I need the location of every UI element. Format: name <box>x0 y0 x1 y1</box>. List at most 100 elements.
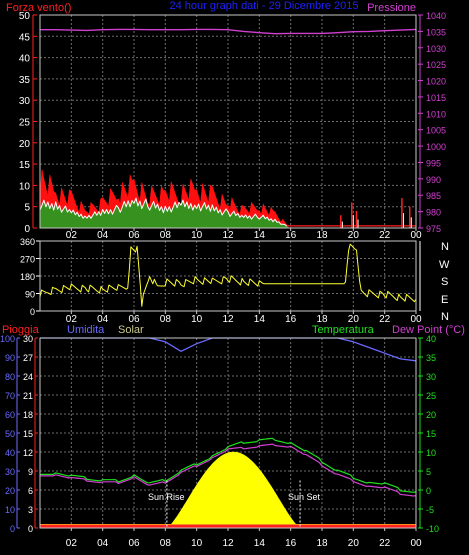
dewpoint-label: Dew Point (°C) <box>392 324 465 336</box>
pressure-ytick-label: 1040 <box>426 11 446 21</box>
panel3-xtick-label: 00 <box>410 538 422 549</box>
wind-average-area <box>40 198 416 228</box>
temperature-ytick-label: 10 <box>426 448 436 458</box>
direction-ytick-label: 270 <box>20 255 35 265</box>
rain-ytick-label: 27 <box>23 353 33 363</box>
rain-ytick-label: 6 <box>28 486 33 496</box>
rain-ytick-label: 18 <box>23 410 33 420</box>
rain-bar-highlight <box>40 524 416 525</box>
temperature-ytick-label: 35 <box>426 353 436 363</box>
humidity-ytick-label: 0 <box>10 524 15 534</box>
panel2-xtick-label: 02 <box>66 314 78 325</box>
direction-ytick-label: 180 <box>20 272 35 282</box>
panel1-xtick-label: 00 <box>410 230 422 241</box>
pressure-axis-title: Pressione <box>367 2 416 14</box>
wind-ytick-label: 50 <box>19 11 31 22</box>
panel2-xtick-label: 14 <box>254 314 266 325</box>
pressure-ytick-label: 985 <box>426 191 441 201</box>
wind-ytick-label: 15 <box>19 160 31 171</box>
pressure-ytick-label: 990 <box>426 175 441 185</box>
rain-label: Pioggia <box>2 324 40 336</box>
temperature-ytick-label: 25 <box>426 391 436 401</box>
temperature-label: Temperatura <box>312 324 375 336</box>
pressure-ytick-label: 975 <box>426 224 441 234</box>
rain-ytick-label: 30 <box>23 334 33 344</box>
sun-set-label: Sun Set <box>288 492 321 502</box>
wind-ytick-label: 25 <box>19 118 31 129</box>
panel3-xtick-label: 16 <box>285 538 297 549</box>
humidity-ytick-label: 50 <box>5 429 15 439</box>
temperature-ytick-label: 5 <box>426 467 431 477</box>
humidity-ytick-label: 30 <box>5 467 15 477</box>
panel3-xtick-label: 22 <box>379 538 391 549</box>
solar-area <box>166 451 301 529</box>
panel3-xtick-label: 20 <box>348 538 360 549</box>
temperature-ytick-label: 0 <box>426 486 431 496</box>
direction-ytick-label: 90 <box>25 290 35 300</box>
sun-rise-label: Sun Rise <box>148 492 185 502</box>
temperature-ytick-label: 40 <box>426 334 436 344</box>
pressure-ytick-label: 1000 <box>426 142 446 152</box>
humidity-ytick-label: 70 <box>5 391 15 401</box>
humidity-ytick-label: 80 <box>5 372 15 382</box>
rain-ytick-label: 21 <box>23 391 33 401</box>
panel2-xtick-label: 10 <box>191 314 203 325</box>
panel3-xtick-label: 10 <box>191 538 203 549</box>
wind-ytick-label: 30 <box>19 96 31 107</box>
compass-label-w: W <box>439 259 450 271</box>
panel2-xtick-label: 06 <box>128 314 140 325</box>
pressure-ytick-label: 995 <box>426 158 441 168</box>
wind-ytick-label: 40 <box>19 54 31 65</box>
chart-marks: 0510152025303540455097598098599099510001… <box>0 11 446 549</box>
temperature-ytick-label: 15 <box>426 429 436 439</box>
temperature-ytick-label: -10 <box>426 524 439 534</box>
panel1-xtick-label: 16 <box>285 230 297 241</box>
direction-ytick-label: 0 <box>30 307 35 317</box>
pressure-ytick-label: 1015 <box>426 93 446 103</box>
pressure-line <box>40 28 417 35</box>
pressure-ytick-label: 1020 <box>426 77 446 87</box>
wind-ytick-label: 35 <box>19 75 31 86</box>
panel2-xtick-label: 12 <box>222 314 234 325</box>
panel1-xtick-label: 14 <box>254 230 266 241</box>
wind-ytick-label: 10 <box>19 181 31 192</box>
humidity-label: Umidita <box>67 324 105 336</box>
compass-label-e: E <box>441 294 448 306</box>
panel1-xtick-label: 02 <box>66 230 78 241</box>
panel3-xtick-label: 06 <box>128 538 140 549</box>
rain-bar <box>40 525 416 528</box>
panel3-xtick-label: 02 <box>66 538 78 549</box>
humidity-ytick-label: 100 <box>0 334 15 344</box>
panel3-xtick-label: 08 <box>160 538 172 549</box>
humidity-ytick-label: 10 <box>5 505 15 515</box>
wind-average-line <box>39 197 288 227</box>
temperature-line <box>40 437 417 493</box>
panel2-xtick-label: 20 <box>348 314 360 325</box>
wind-ytick-label: 0 <box>24 224 30 235</box>
humidity-ytick-label: 20 <box>5 486 15 496</box>
panel3-xtick-label: 04 <box>97 538 109 549</box>
rain-ytick-label: 0 <box>28 524 33 534</box>
panel3-xtick-label: 12 <box>222 538 234 549</box>
direction-ytick-label: 360 <box>20 237 35 247</box>
humidity-ytick-label: 90 <box>5 353 15 363</box>
wind-ytick-label: 45 <box>19 32 31 43</box>
rain-ytick-label: 9 <box>28 467 33 477</box>
wind-axis-title: Forza vento() <box>6 2 71 14</box>
dewpoint-line <box>40 443 417 497</box>
panel1-xtick-label: 20 <box>348 230 360 241</box>
panel1-xtick-label: 18 <box>316 230 328 241</box>
panel2-xtick-label: 00 <box>410 314 422 325</box>
pressure-ytick-label: 1030 <box>426 44 446 54</box>
panel1-xtick-label: 08 <box>160 230 172 241</box>
compass-label-n-top: N <box>441 241 449 253</box>
panel2-xtick-label: 18 <box>316 314 328 325</box>
humidity-ytick-label: 40 <box>5 448 15 458</box>
panel2-xtick-label: 04 <box>97 314 109 325</box>
pressure-ytick-label: 1005 <box>426 126 446 136</box>
wind-ytick-label: 20 <box>19 139 31 150</box>
panel1-xtick-label: 12 <box>222 230 234 241</box>
panel2-xtick-label: 08 <box>160 314 172 325</box>
panel2-xtick-label: 22 <box>379 314 391 325</box>
temperature-ytick-label: -5 <box>426 505 434 515</box>
